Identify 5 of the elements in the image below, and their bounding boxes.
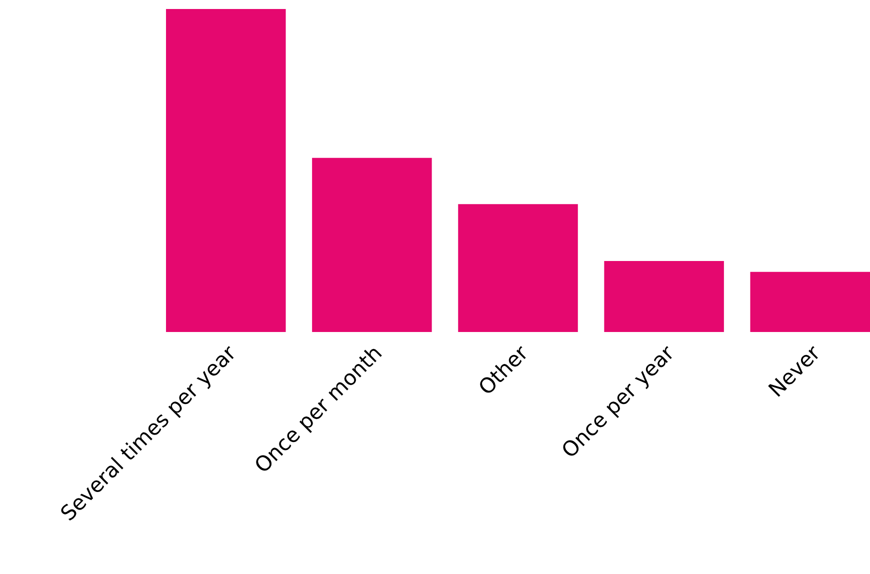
- bar: [750, 272, 870, 332]
- bar: [166, 9, 286, 332]
- bar: [458, 204, 578, 332]
- bar: [312, 158, 432, 332]
- bar: [604, 260, 724, 332]
